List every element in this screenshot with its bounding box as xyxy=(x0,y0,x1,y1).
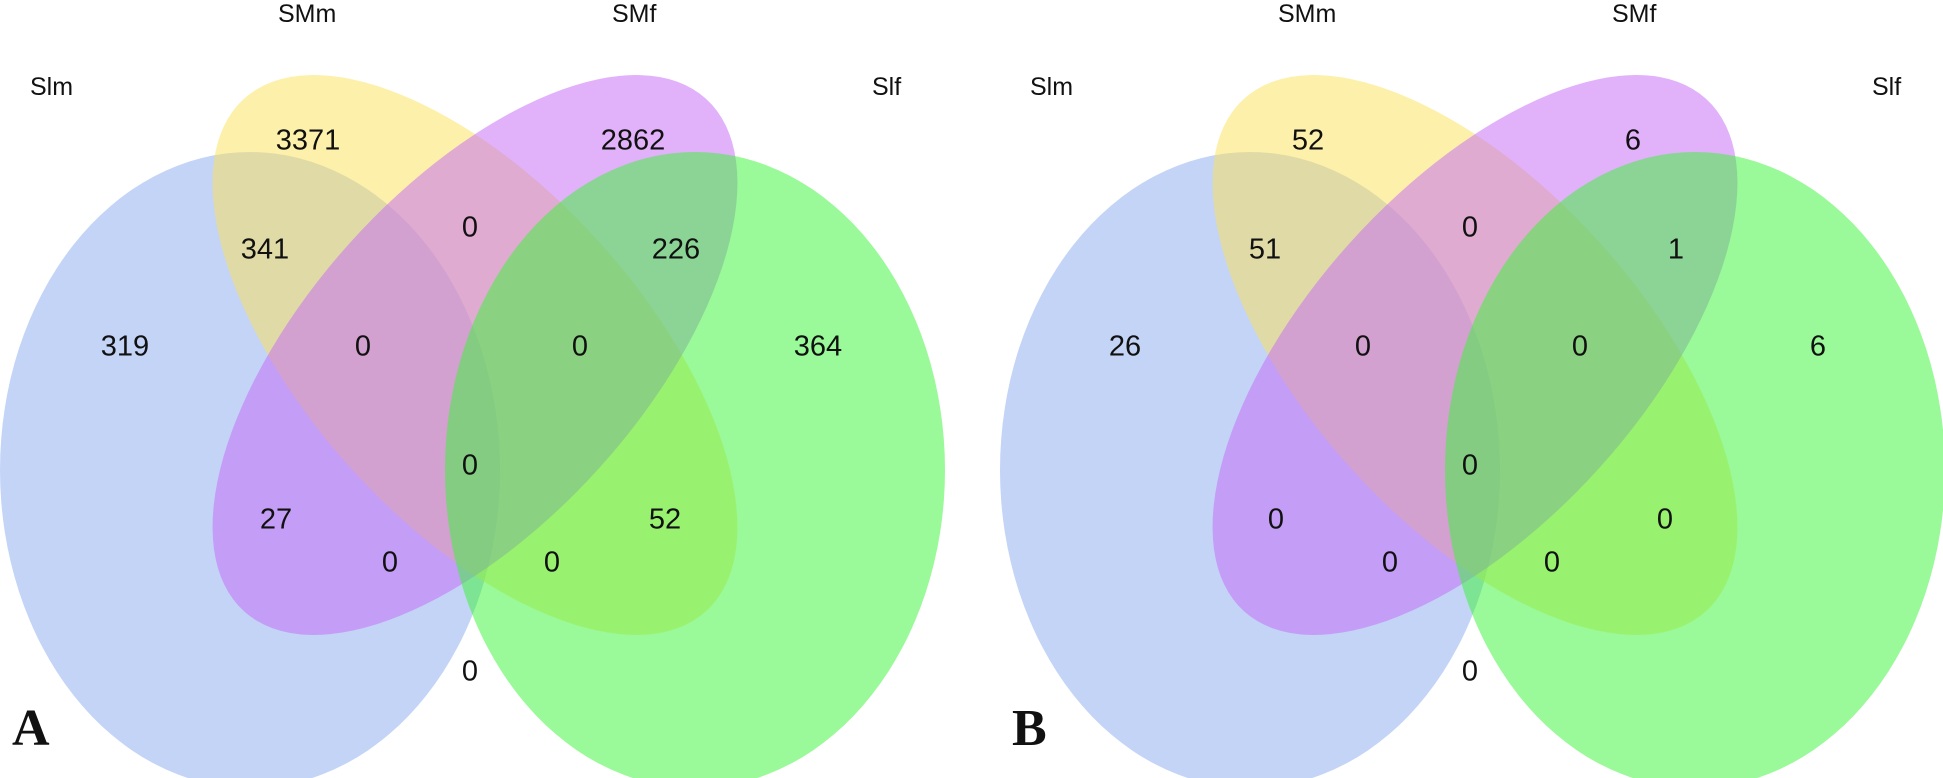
panel-letter: A xyxy=(12,700,50,757)
region-count-slm-smm: 51 xyxy=(1249,234,1281,266)
region-count-slf-only: 6 xyxy=(1810,331,1826,363)
region-count-slm-only: 26 xyxy=(1109,331,1141,363)
region-count-slm-smm-smf: 0 xyxy=(355,331,371,363)
region-count-smm-smf-slf: 0 xyxy=(1572,331,1588,363)
region-count-slm-slf: 0 xyxy=(1462,656,1478,688)
region-count-smm-smf-slf: 0 xyxy=(572,331,588,363)
region-count-slm-smm-slf: 0 xyxy=(1544,547,1560,579)
set-label-smm: SMm xyxy=(1278,0,1336,28)
region-count-smm-slf: 52 xyxy=(649,504,681,536)
region-count-slm-slf: 0 xyxy=(462,656,478,688)
set-label-slm: Slm xyxy=(1030,73,1073,101)
region-count-slm-smm-slf: 0 xyxy=(544,547,560,579)
region-count-slm-smf: 27 xyxy=(260,504,292,536)
set-label-slf: Slf xyxy=(1872,73,1901,101)
set-ellipse-slf xyxy=(1445,152,1943,778)
region-count-smm-only: 52 xyxy=(1292,125,1324,157)
region-count-slm-smm-smf: 0 xyxy=(1355,331,1371,363)
region-count-slm-smf: 0 xyxy=(1268,504,1284,536)
region-count-smf-slf: 1 xyxy=(1668,234,1684,266)
region-count-smf-only: 6 xyxy=(1625,125,1641,157)
panel-letter: B xyxy=(1012,700,1047,757)
set-label-smm: SMm xyxy=(278,0,336,28)
set-label-slf: Slf xyxy=(872,73,901,101)
region-count-slm-smf-slf: 0 xyxy=(1382,547,1398,579)
region-count-all: 0 xyxy=(462,450,478,482)
region-count-slf-only: 364 xyxy=(794,331,842,363)
venn-panel-b: Slm SMm SMf Slf 26 52 6 6 51 0 1 0 0 0 0 0 0 0 0 B xyxy=(1000,0,1943,778)
region-count-smm-smf: 0 xyxy=(1462,212,1478,244)
region-count-slm-only: 319 xyxy=(101,331,149,363)
region-count-smf-only: 2862 xyxy=(601,125,666,157)
set-ellipse-slf xyxy=(445,152,945,778)
venn-panel-a: Slm SMm SMf Slf 319 3371 2862 364 341 0 226 0 0 0 27 52… xyxy=(0,0,945,778)
set-label-slm: Slm xyxy=(30,73,73,101)
region-count-smm-slf: 0 xyxy=(1657,504,1673,536)
region-count-smm-only: 3371 xyxy=(276,125,341,157)
region-count-slm-smm: 341 xyxy=(241,234,289,266)
region-count-all: 0 xyxy=(1462,450,1478,482)
set-label-smf: SMf xyxy=(612,0,657,28)
region-count-smm-smf: 0 xyxy=(462,212,478,244)
set-label-smf: SMf xyxy=(1612,0,1657,28)
region-count-slm-smf-slf: 0 xyxy=(382,547,398,579)
region-count-smf-slf: 226 xyxy=(652,234,700,266)
